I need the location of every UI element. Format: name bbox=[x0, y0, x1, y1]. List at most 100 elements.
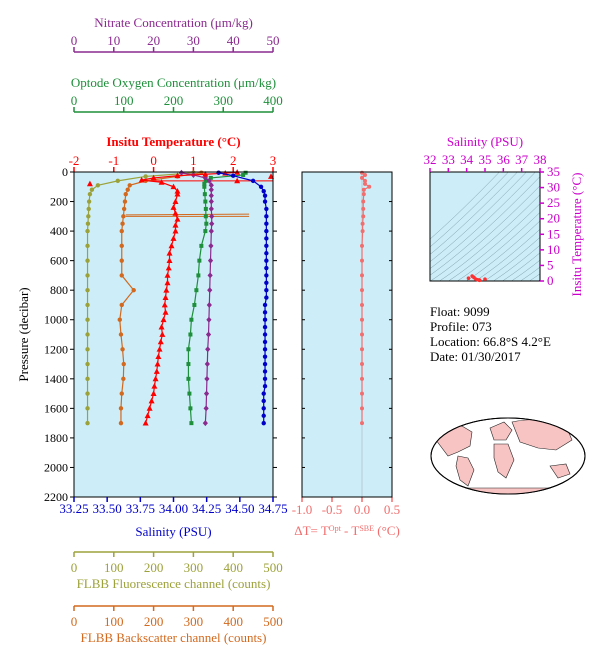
data-point bbox=[264, 214, 269, 219]
data-point bbox=[121, 361, 126, 367]
temperature-tick-label: 1 bbox=[190, 153, 197, 168]
data-point bbox=[150, 390, 157, 396]
profile-plot-area bbox=[74, 172, 273, 497]
data-point bbox=[170, 235, 177, 241]
nitrate-series bbox=[178, 169, 215, 427]
temperature-series bbox=[138, 169, 241, 426]
pressure-tick-label: 0 bbox=[62, 165, 68, 179]
date-text: Date: 01/30/2017 bbox=[430, 349, 521, 364]
delta-t-point bbox=[363, 181, 367, 186]
density-contour bbox=[430, 185, 540, 281]
profile-y-axis: 0 200 400 600 800 1000 1200 1400 1600 1800 2000 220… bbox=[44, 165, 277, 504]
data-point bbox=[160, 316, 167, 323]
ts-ytick-label: 5 bbox=[547, 257, 554, 272]
data-point bbox=[86, 180, 93, 187]
backscatter-tick-label: 100 bbox=[104, 614, 124, 629]
data-point bbox=[203, 390, 210, 397]
data-point bbox=[121, 206, 127, 212]
data-point bbox=[187, 391, 192, 396]
temperature-tick-label: 3 bbox=[270, 153, 277, 168]
delta-t-point bbox=[360, 229, 365, 234]
data-point bbox=[119, 391, 124, 396]
data-point bbox=[186, 362, 191, 367]
salinity-series bbox=[216, 170, 269, 426]
data-point bbox=[264, 295, 269, 300]
data-point bbox=[262, 193, 268, 198]
pressure-tick-label: 800 bbox=[50, 283, 68, 297]
data-point bbox=[156, 346, 163, 352]
data-point bbox=[86, 206, 91, 212]
data-point bbox=[262, 199, 268, 204]
backscatter-tick-label: 300 bbox=[184, 614, 204, 629]
location-text: Location: 66.8°S 4.2°E bbox=[430, 334, 551, 349]
map-continent bbox=[549, 463, 571, 479]
data-point bbox=[209, 213, 215, 220]
nitrate-tick-label: 40 bbox=[227, 33, 240, 48]
density-contour bbox=[466, 220, 540, 281]
delta-t-point bbox=[360, 347, 364, 352]
data-point bbox=[119, 228, 124, 234]
data-point bbox=[203, 199, 208, 204]
data-point bbox=[208, 186, 214, 193]
data-point bbox=[188, 332, 193, 337]
data-point bbox=[209, 220, 215, 227]
data-point bbox=[261, 406, 266, 411]
data-point bbox=[208, 228, 214, 235]
data-point bbox=[85, 228, 90, 234]
data-point bbox=[202, 181, 207, 186]
data-point bbox=[231, 173, 236, 178]
data-point bbox=[162, 309, 169, 315]
data-point bbox=[264, 221, 269, 226]
salinity-axis-label: Salinity (PSU) bbox=[135, 524, 211, 539]
data-point bbox=[264, 236, 269, 241]
delta-t-point bbox=[363, 172, 367, 177]
data-point bbox=[206, 316, 212, 323]
data-point bbox=[168, 242, 175, 249]
salinity-axis: 33.25 33.50 33.75 34.00 34.25 34.50 34.75 Salin… bbox=[59, 497, 288, 539]
oxygen-tick-label: 0 bbox=[71, 93, 78, 108]
data-point bbox=[163, 286, 170, 293]
ts-xtick-label: 37 bbox=[515, 152, 529, 167]
data-point bbox=[262, 361, 268, 367]
density-contour bbox=[448, 203, 540, 281]
nitrate-tick-label: 0 bbox=[71, 33, 78, 48]
data-point bbox=[188, 406, 193, 411]
delta-t-label-sup-sbe: SBE bbox=[359, 524, 374, 533]
nitrate-tick-label: 50 bbox=[267, 33, 280, 48]
nitrate-axis: 0 10 20 30 40 50 Nitrate Concentration (μm/kg) bbox=[71, 15, 280, 53]
density-contour bbox=[430, 172, 536, 269]
delta-t-point bbox=[361, 199, 366, 204]
map-outline bbox=[430, 417, 586, 495]
delta-t-point bbox=[367, 184, 372, 189]
data-point bbox=[164, 272, 171, 278]
data-point bbox=[150, 174, 157, 181]
nitrate-tick-label: 10 bbox=[107, 33, 120, 48]
pressure-tick-label: 1600 bbox=[44, 401, 68, 415]
backscatter-series bbox=[117, 170, 204, 426]
data-point bbox=[85, 332, 90, 337]
ts-ytick-label: 15 bbox=[547, 226, 560, 241]
map-continent bbox=[489, 421, 513, 441]
data-point bbox=[189, 317, 194, 322]
data-point bbox=[117, 317, 122, 322]
data-point bbox=[264, 243, 269, 249]
salinity-tick-label: 33.25 bbox=[59, 501, 88, 516]
data-point bbox=[120, 221, 125, 226]
fluorescence-tick-label: 100 bbox=[104, 560, 124, 575]
fluorescence-tick-label: 400 bbox=[223, 560, 243, 575]
backscatter-tick-label: 500 bbox=[263, 614, 283, 629]
data-point bbox=[196, 273, 201, 278]
data-point bbox=[204, 221, 209, 226]
data-point bbox=[151, 383, 158, 389]
density-contour bbox=[439, 194, 540, 281]
data-point bbox=[203, 405, 209, 412]
oxygen-axis: 0 100 200 300 400 Optode Oxygen Concentration… bbox=[71, 75, 283, 113]
data-point bbox=[205, 331, 212, 338]
data-point bbox=[262, 384, 268, 389]
data-point bbox=[172, 227, 179, 234]
data-point bbox=[207, 257, 214, 264]
delta-t-plot-area bbox=[302, 172, 392, 497]
